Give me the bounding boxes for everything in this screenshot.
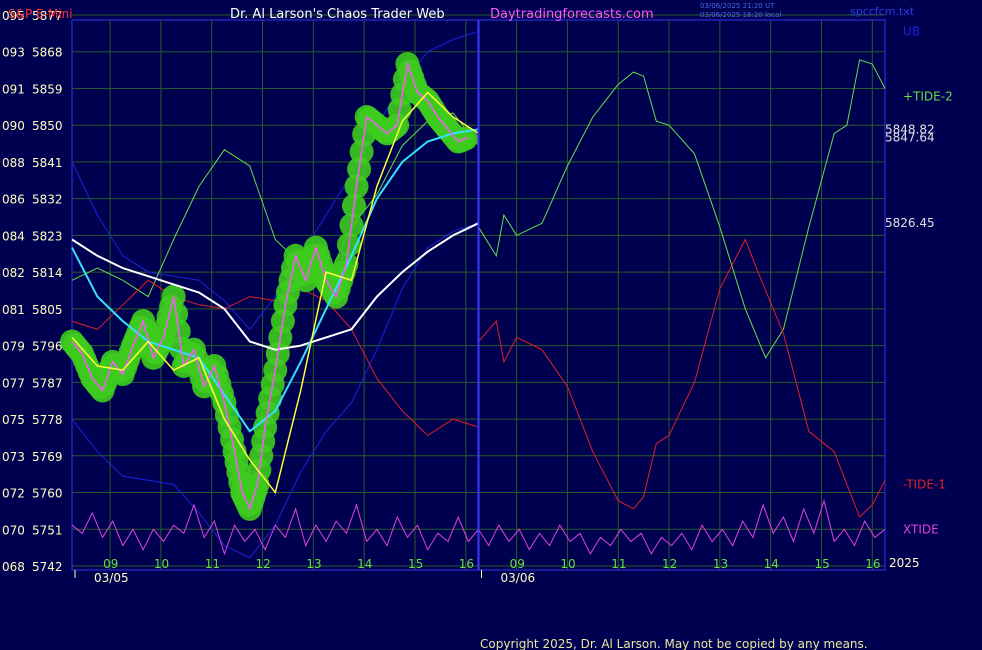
moving-averages [71, 61, 479, 511]
y-tick-right: 5814 [32, 266, 63, 280]
x-tick-label: 15 [408, 557, 423, 571]
page-title: Dr. Al Larson's Chaos Trader Web [230, 7, 445, 22]
x-tick-label: 09 [103, 557, 118, 571]
y-tick-left: 072 [2, 487, 25, 501]
y-tick-left: 075 [2, 413, 25, 427]
y-tick-left: 095 [2, 9, 25, 23]
right-label: 5826.45 [885, 216, 935, 230]
y-tick-right: 5841 [32, 156, 63, 170]
instrument-label: S&P E-Mini [8, 7, 73, 21]
x-axis-labels: 09 10 11 12 13 14 15 16 09 10 11 12 13 14 15 16 03/05 03/… [74, 556, 920, 585]
right-label: XTIDE [903, 522, 939, 536]
y-axis-labels: 095 5877 093 5868 091 5859 090 5850 088 5841 086 58… [2, 9, 63, 574]
x-tick-label: 11 [205, 557, 220, 571]
y-tick-right: 5805 [32, 303, 63, 317]
x-tick-label: 12 [256, 557, 271, 571]
y-tick-right: 5877 [32, 9, 63, 23]
x-tick-label: 13 [713, 557, 728, 571]
y-tick-left: 082 [2, 266, 25, 280]
y-tick-right: 5823 [32, 229, 63, 243]
y-tick-left: 068 [2, 560, 25, 574]
date-label: 03/06 [501, 571, 536, 585]
y-tick-left: 079 [2, 340, 25, 354]
y-tick-right: 5859 [32, 82, 63, 96]
local-timestamp: 03/06/2025 16:20 local [700, 11, 781, 19]
x-tick-label: 16 [459, 557, 474, 571]
right-label: UB [903, 24, 920, 38]
site-link[interactable]: Daytradingforecasts.com [490, 7, 654, 22]
y-tick-right: 5769 [32, 450, 63, 464]
x-tick-label: 16 [865, 557, 880, 571]
tide-plus-line [71, 59, 886, 359]
y-tick-right: 5796 [32, 340, 63, 354]
y-tick-left: 088 [2, 156, 25, 170]
x-tick-label: 14 [764, 557, 779, 571]
right-label: 5848.82 [885, 122, 935, 136]
y-tick-left: 077 [2, 376, 25, 390]
date-label: 03/05 [94, 571, 129, 585]
price-line [71, 61, 469, 511]
x-tick-label: 14 [357, 557, 372, 571]
ut-timestamp: 03/06/2025 21:20 UT [700, 2, 775, 10]
y-tick-left: 086 [2, 193, 25, 207]
y-tick-left: 093 [2, 46, 25, 60]
y-tick-right: 5832 [32, 193, 63, 207]
x-tick-label: 11 [611, 557, 626, 571]
tide-minus-line [71, 238, 886, 518]
y-tick-right: 5751 [32, 523, 63, 537]
right-label: 5847.64 [885, 130, 935, 144]
right-label: -TIDE-1 [903, 477, 946, 491]
x-tick-label: 10 [560, 557, 575, 571]
y-tick-right: 5787 [32, 376, 63, 390]
copyright-text: Copyright 2025, Dr. Al Larson. May not b… [480, 637, 868, 650]
y-tick-left: 073 [2, 450, 25, 464]
x-tick-label: 13 [306, 557, 321, 571]
y-tick-left: 081 [2, 303, 25, 317]
y-tick-left: 091 [2, 82, 25, 96]
ema-slow-line [71, 222, 479, 351]
year-label: 2025 [889, 556, 920, 570]
x-tick-label: 12 [662, 557, 677, 571]
y-tick-right: 5850 [32, 119, 63, 133]
y-tick-right: 5760 [32, 487, 63, 501]
y-tick-left: 090 [2, 119, 25, 133]
y-tick-right: 5742 [32, 560, 63, 574]
ema-mid-line [71, 128, 479, 433]
ema-fast-line [71, 91, 479, 495]
x-tick-label: 09 [510, 557, 525, 571]
y-tick-right: 5778 [32, 413, 63, 427]
right-label: +TIDE-2 [903, 90, 953, 104]
x-tick-label: 10 [154, 557, 169, 571]
y-tick-left: 084 [2, 229, 25, 243]
file-label: spccfcm.txt [850, 5, 915, 18]
y-tick-right: 5868 [32, 46, 63, 60]
y-tick-left: 070 [2, 523, 25, 537]
x-tick-label: 15 [814, 557, 829, 571]
